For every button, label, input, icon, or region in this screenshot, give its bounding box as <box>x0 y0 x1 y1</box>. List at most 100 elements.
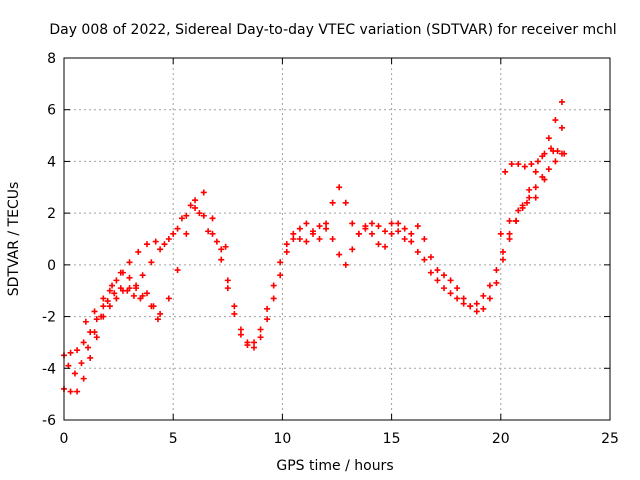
data-point <box>550 148 557 155</box>
data-point <box>382 228 389 235</box>
data-point <box>80 339 87 346</box>
data-point <box>342 261 349 268</box>
data-point <box>447 290 454 297</box>
data-point <box>532 184 539 191</box>
data-point <box>148 259 155 266</box>
data-point <box>323 220 330 227</box>
data-point <box>100 303 107 310</box>
data-point <box>552 158 559 165</box>
data-point <box>541 176 548 183</box>
data-point <box>541 150 548 157</box>
data-point <box>349 246 356 253</box>
x-tick-label: 10 <box>273 431 291 447</box>
data-point <box>316 223 323 230</box>
data-point <box>309 230 316 237</box>
series-arc-6 <box>497 124 565 237</box>
data-point <box>427 254 434 261</box>
data-point <box>98 313 105 320</box>
data-point <box>192 204 199 211</box>
data-point <box>414 223 421 230</box>
data-point <box>178 215 185 222</box>
data-point <box>218 246 225 253</box>
y-tick-label: 8 <box>47 51 56 67</box>
data-point <box>534 158 541 165</box>
x-tick-label: 0 <box>60 431 69 447</box>
data-point <box>183 230 190 237</box>
data-point <box>558 124 565 131</box>
data-point <box>499 248 506 255</box>
data-point <box>460 295 467 302</box>
data-point <box>113 295 120 302</box>
data-point <box>427 269 434 276</box>
data-point <box>434 267 441 274</box>
y-tick-label: 4 <box>47 154 56 170</box>
data-point <box>170 230 177 237</box>
data-point <box>251 339 258 346</box>
data-point <box>139 272 146 279</box>
data-point <box>303 238 310 245</box>
data-point <box>65 362 72 369</box>
data-point <box>71 370 78 377</box>
data-point <box>532 168 539 175</box>
data-point <box>157 246 164 253</box>
data-point <box>109 282 116 289</box>
data-point <box>192 197 199 204</box>
x-tick-label: 15 <box>383 431 401 447</box>
data-point <box>545 135 552 142</box>
data-point <box>209 230 216 237</box>
data-point <box>124 287 131 294</box>
data-point <box>187 202 194 209</box>
series-arc-5 <box>502 145 568 175</box>
series-arc-1 <box>61 98 565 359</box>
data-point <box>388 220 395 227</box>
data-point <box>421 256 428 263</box>
y-tick-label: -4 <box>42 361 56 377</box>
data-point <box>87 354 94 361</box>
data-point <box>408 238 415 245</box>
data-point <box>74 388 81 395</box>
data-point <box>93 316 100 323</box>
data-point <box>395 228 402 235</box>
data-point <box>499 256 506 263</box>
data-point <box>200 189 207 196</box>
data-point <box>454 285 461 292</box>
data-point <box>454 295 461 302</box>
data-point <box>528 161 535 168</box>
data-point <box>111 290 118 297</box>
data-point <box>283 241 290 248</box>
data-point <box>106 287 113 294</box>
y-tick-label: 2 <box>47 206 56 222</box>
data-point <box>502 168 509 175</box>
data-point <box>401 236 408 242</box>
grid-lines <box>64 58 610 420</box>
data-point <box>277 272 284 279</box>
data-point <box>231 303 238 310</box>
y-tick-label: -2 <box>42 310 56 326</box>
data-point <box>460 300 467 307</box>
data-point <box>467 303 474 310</box>
data-point <box>106 303 113 310</box>
data-point <box>323 225 330 232</box>
data-point <box>257 326 264 333</box>
data-point <box>336 251 343 258</box>
series-arc-3 <box>65 285 161 377</box>
data-point <box>408 230 415 237</box>
data-point <box>209 215 216 222</box>
series-arc-2 <box>61 150 565 395</box>
data-point <box>368 220 375 227</box>
data-point <box>545 166 552 173</box>
data-point <box>526 194 533 201</box>
data-point <box>143 241 150 248</box>
data-point <box>283 248 290 255</box>
data-points <box>61 98 568 395</box>
data-point <box>349 220 356 227</box>
data-point <box>251 344 258 351</box>
data-point <box>506 217 513 224</box>
data-point <box>200 212 207 219</box>
data-point <box>513 217 520 224</box>
data-point <box>224 285 231 292</box>
y-tick-label: 6 <box>47 103 56 119</box>
data-point <box>362 223 369 230</box>
data-point <box>100 295 107 302</box>
data-point <box>143 290 150 297</box>
